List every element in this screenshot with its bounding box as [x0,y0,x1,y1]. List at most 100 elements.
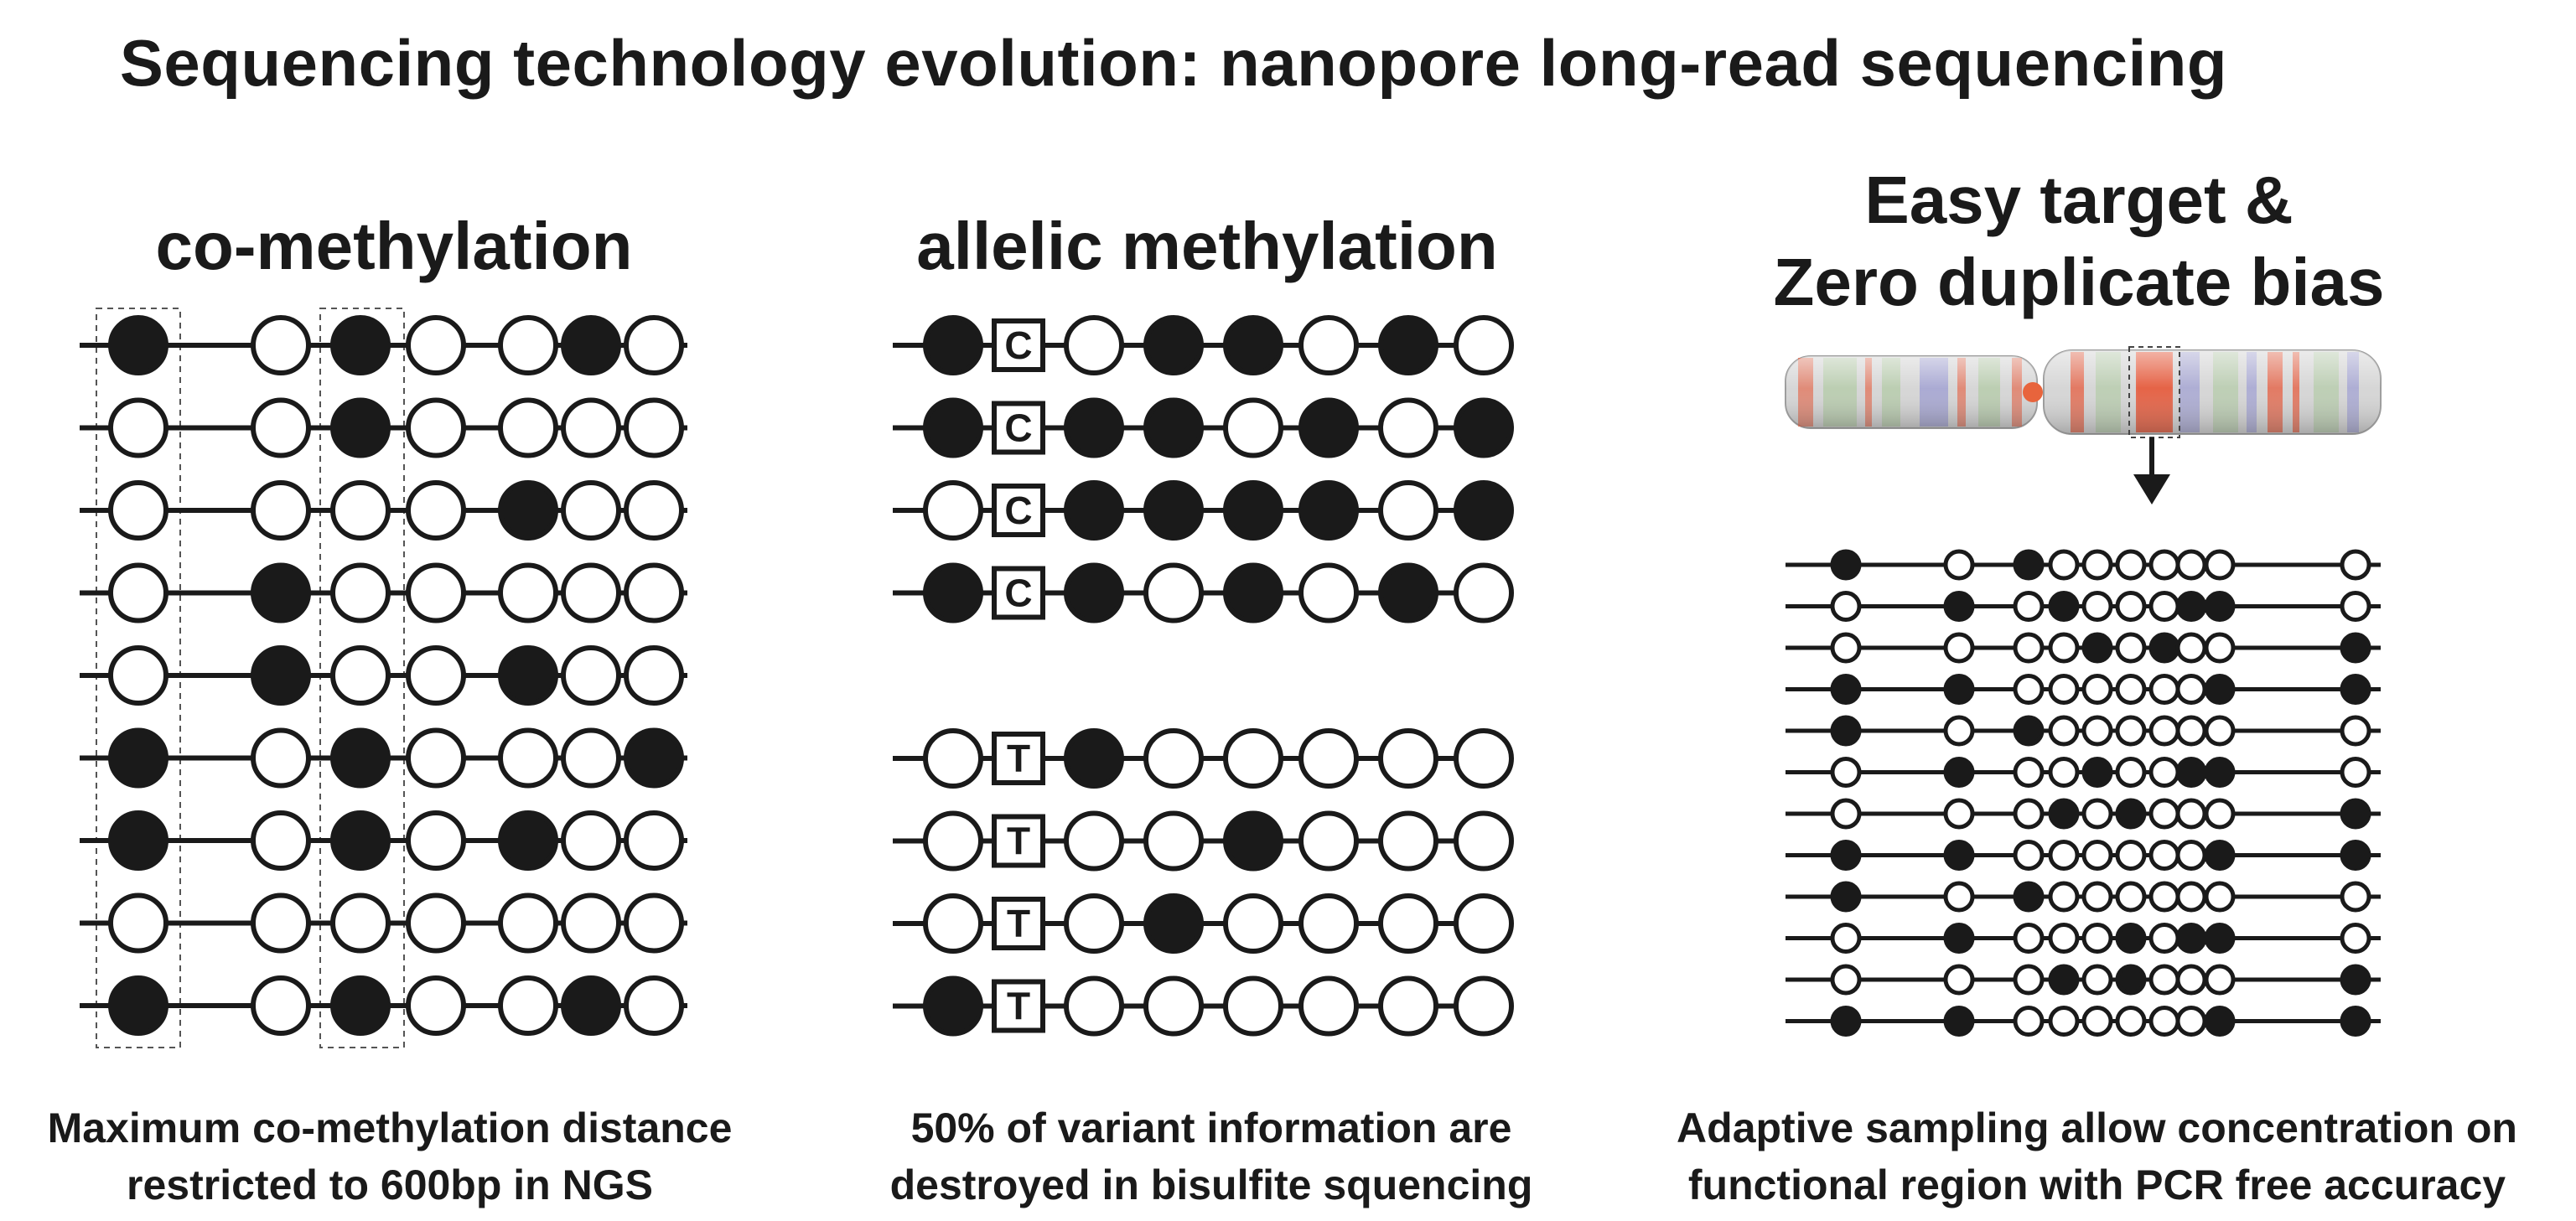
unmethylated-cpg-site [2013,798,2045,830]
unmethylated-cpg-site [2148,674,2180,705]
unmethylated-cpg-site [624,892,684,954]
unmethylated-cpg-site [561,727,621,789]
methylated-cpg-site [2175,757,2207,788]
methylated-cpg-site [2340,964,2371,996]
unmethylated-cpg-site [2175,715,2207,747]
unmethylated-cpg-site [2175,549,2207,581]
methylated-cpg-site [1064,397,1124,458]
unmethylated-cpg-site [1378,975,1438,1037]
methylated-cpg-site [498,645,558,706]
unmethylated-cpg-site [108,480,168,541]
unmethylated-cpg-site [2115,757,2147,788]
allele-letter: T [1007,985,1030,1028]
unmethylated-cpg-site [1064,810,1124,872]
methylated-cpg-site [2204,923,2236,954]
methylated-cpg-site [330,727,391,789]
unmethylated-cpg-site [2148,549,2180,581]
methylated-cpg-site [2013,549,2045,581]
methylated-cpg-site [624,727,684,789]
unmethylated-cpg-site [251,810,311,871]
unmethylated-cpg-site [2175,964,2207,996]
unmethylated-cpg-site [1830,964,1862,996]
unmethylated-cpg-site [1378,480,1438,541]
heading-line: Zero duplicate bias [1773,245,2385,319]
methylated-cpg-site [1143,480,1204,541]
unmethylated-cpg-site [406,975,466,1036]
unmethylated-cpg-site [1298,562,1359,623]
unmethylated-cpg-site [1223,728,1283,789]
unmethylated-cpg-site [624,645,684,706]
methylated-cpg-site [1454,480,1514,541]
unmethylated-cpg-site [923,810,983,872]
unmethylated-cpg-site [2175,632,2207,664]
unmethylated-cpg-site [251,892,311,954]
unmethylated-cpg-site [2081,840,2113,871]
methylated-cpg-site [2204,591,2236,622]
methylated-cpg-site [561,975,621,1036]
figure-title: Sequencing technology evolution: nanopor… [119,26,2228,100]
unmethylated-cpg-site [406,480,466,541]
unmethylated-cpg-site [108,645,168,706]
methylated-cpg-site [251,562,311,623]
unmethylated-cpg-site [251,315,311,375]
methylated-cpg-site [498,810,558,871]
unmethylated-cpg-site [1943,964,1975,996]
unmethylated-cpg-site [108,397,168,458]
unmethylated-cpg-site [406,892,466,954]
methylated-cpg-site [108,727,168,789]
unmethylated-cpg-site [1943,881,1975,913]
methylated-cpg-site [330,810,391,871]
unmethylated-cpg-site [624,810,684,871]
methylated-cpg-site [330,975,391,1036]
unmethylated-cpg-site [2013,674,2045,705]
unmethylated-cpg-site [1143,728,1204,789]
methylated-cpg-site [1943,840,1975,871]
chromosome-shading [1786,356,2037,428]
methylated-cpg-site [923,975,983,1037]
panel-heading-allelic-methylation: allelic methylation [916,209,1498,283]
unmethylated-cpg-site [1378,810,1438,872]
unmethylated-cpg-site [1830,798,1862,830]
unmethylated-cpg-site [1143,810,1204,872]
unmethylated-cpg-site [624,975,684,1036]
allele-letter: C [1004,489,1032,532]
caption-line: Maximum co-methylation distance [47,1105,733,1151]
unmethylated-cpg-site [2081,1006,2113,1037]
unmethylated-cpg-site [1943,549,1975,581]
unmethylated-cpg-site [2048,632,2080,664]
methylated-cpg-site [1943,674,1975,705]
allele-box [992,732,1045,785]
methylated-cpg-site [1830,715,1862,747]
methylated-cpg-site [2115,798,2147,830]
unmethylated-cpg-site [2081,964,2113,996]
unmethylated-cpg-site [561,892,621,954]
unmethylated-cpg-site [1454,728,1514,789]
methylated-cpg-site [2048,591,2080,622]
unmethylated-cpg-site [1830,923,1862,954]
unmethylated-cpg-site [2081,923,2113,954]
unmethylated-cpg-site [2013,923,2045,954]
unmethylated-cpg-site [330,562,391,623]
unmethylated-cpg-site [2115,881,2147,913]
unmethylated-cpg-site [330,892,391,954]
unmethylated-cpg-site [2340,881,2371,913]
unmethylated-cpg-site [2175,881,2207,913]
allele-box [992,484,1045,537]
unmethylated-cpg-site [498,892,558,954]
methylated-cpg-site [1830,840,1862,871]
unmethylated-cpg-site [2115,1006,2147,1037]
methylated-cpg-site [1064,562,1124,623]
methylated-cpg-site [108,315,168,375]
methylated-cpg-site [1143,315,1204,375]
methylated-cpg-site [2115,923,2147,954]
unmethylated-cpg-site [2081,674,2113,705]
methylated-cpg-site [2340,798,2371,830]
unmethylated-cpg-site [108,892,168,954]
methylated-cpg-site [251,645,311,706]
methylated-cpg-site [923,315,983,375]
unmethylated-cpg-site [2013,1006,2045,1037]
methylated-cpg-site [108,975,168,1036]
unmethylated-cpg-site [2340,715,2371,747]
centromere [2023,382,2043,402]
unmethylated-cpg-site [2013,964,2045,996]
